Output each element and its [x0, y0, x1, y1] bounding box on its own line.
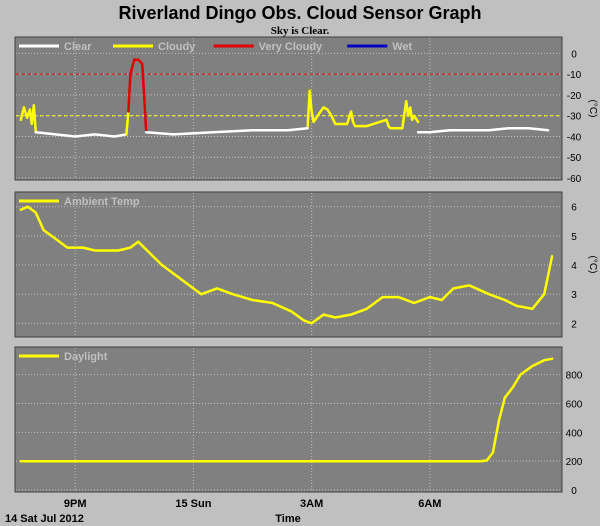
- series-line-ambient-temp: [19, 205, 554, 325]
- panel-background: [14, 36, 563, 181]
- series-line-clear: [144, 126, 309, 136]
- panel-sky-temperature: 0 -10 -20 -30 -40 -50 -60 (°C) Clear Cloudy Very C…: [14, 36, 598, 185]
- legend-label: Ambient Temp: [64, 196, 140, 208]
- series-line-clear: [34, 131, 128, 138]
- series-line-very-cloudy: [127, 58, 148, 132]
- date-label: 14 Sat Jul 2012: [5, 513, 84, 525]
- y-tick-label: 0: [571, 49, 577, 60]
- y-tick-label: 3: [571, 290, 577, 301]
- legend-label: Cloudy: [158, 41, 196, 53]
- series-line-clear: [416, 126, 550, 134]
- panel-daylight: 800 600 400 200 0 Daylight 9PM 15 Sun 3AM 6AM: [14, 346, 583, 510]
- y-axis-label: (°C): [587, 100, 598, 118]
- legend-label: Wet: [392, 41, 412, 53]
- x-tick-label: 6AM: [418, 498, 441, 510]
- series-line-cloudy: [306, 89, 420, 130]
- y-tick-label: -40: [567, 132, 582, 143]
- y-tick-label: -30: [567, 112, 582, 123]
- chart-title: Riverland Dingo Obs. Cloud Sensor Graph: [118, 3, 481, 23]
- y-tick-label: -20: [567, 91, 582, 102]
- panels: 0 -10 -20 -30 -40 -50 -60 (°C) Clear Cloudy Very C…: [14, 36, 598, 510]
- y-tick-label: 0: [571, 486, 577, 497]
- y-axis-label: (°C): [587, 256, 598, 274]
- y-tick-label: 6: [571, 203, 577, 214]
- y-tick-label: 5: [571, 232, 577, 243]
- x-tick-label: 15 Sun: [175, 498, 211, 510]
- panel-background: [14, 346, 563, 493]
- legend-label: Daylight: [64, 351, 108, 363]
- panel-background: [14, 191, 563, 338]
- x-axis-label: Time: [275, 513, 300, 525]
- x-tick-label: 9PM: [64, 498, 87, 510]
- y-tick-label: 200: [566, 457, 583, 468]
- y-tick-label: -60: [567, 174, 582, 185]
- y-tick-label: -10: [567, 70, 582, 81]
- x-tick-label: 3AM: [300, 498, 323, 510]
- y-tick-label: 600: [566, 399, 583, 410]
- legend-label: Clear: [64, 41, 92, 53]
- y-tick-label: -50: [567, 153, 582, 164]
- series-line-daylight: [19, 357, 554, 463]
- y-tick-label: 4: [571, 261, 577, 272]
- y-tick-label: 400: [566, 428, 583, 439]
- y-tick-label: 2: [571, 319, 577, 330]
- series-line-cloudy: [125, 110, 130, 136]
- chart-subtitle: Sky is Clear.: [271, 25, 330, 37]
- legend-label: Very Cloudy: [259, 41, 323, 53]
- panel-ambient-temperature: 6 5 4 3 2 (°C) Ambient Temp: [14, 191, 598, 338]
- y-tick-label: 800: [566, 371, 583, 382]
- series-line-cloudy: [19, 104, 38, 134]
